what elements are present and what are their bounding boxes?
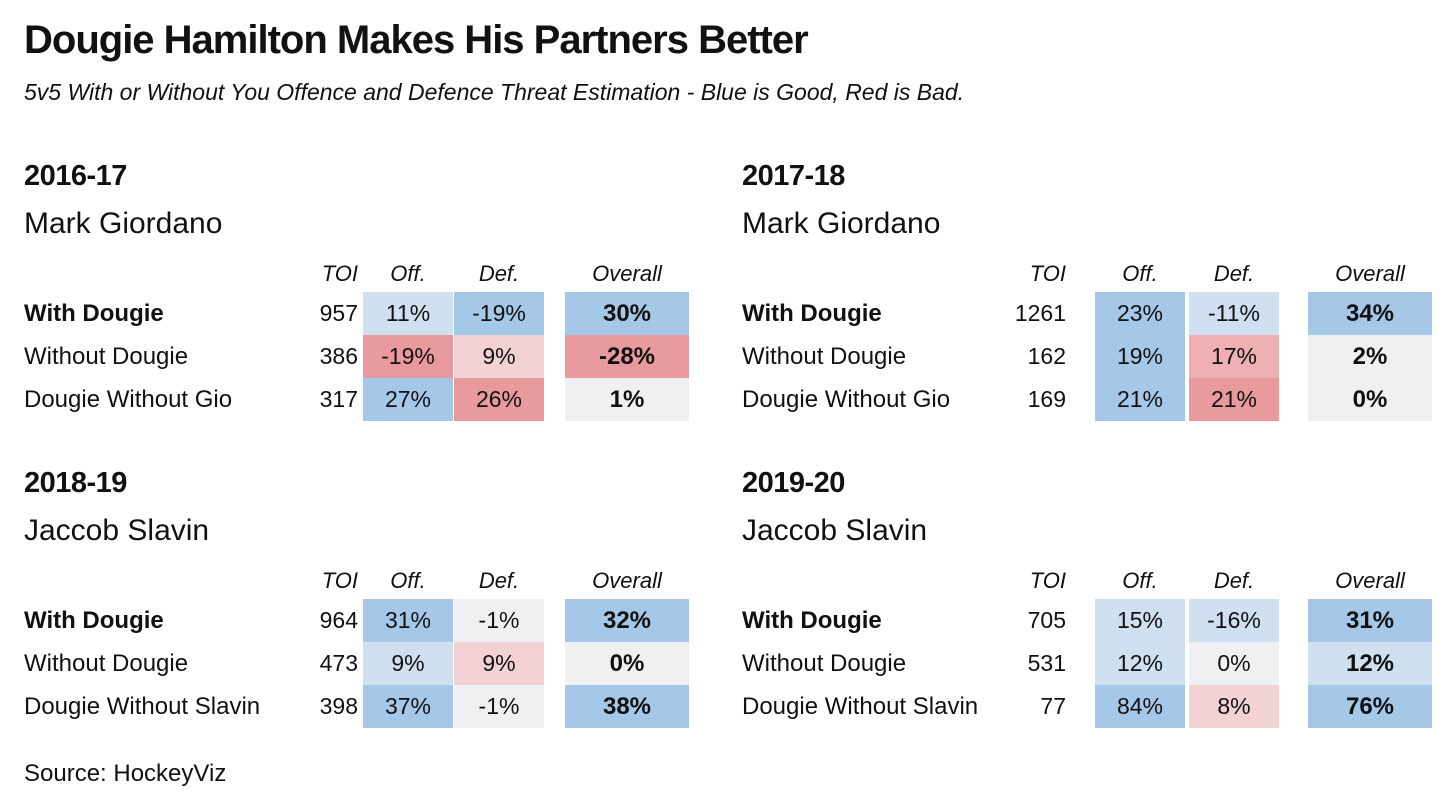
def-cell: -1% [454, 599, 544, 642]
overall-cell: 38% [565, 685, 689, 728]
def-cell: -1% [454, 685, 544, 728]
def-cell: 9% [454, 335, 544, 378]
def-cell: 0% [1189, 642, 1279, 685]
toi-value: 957 [319, 300, 358, 326]
def-cell: 21% [1189, 378, 1279, 421]
toi-value: 169 [1027, 386, 1066, 412]
season-table-2018-19: 2018-19 Jaccob Slavin TOI Off. Def. Overall Wi… [24, 465, 724, 745]
column-header-toi: TOI [1029, 568, 1066, 593]
off-cell: 84% [1095, 685, 1185, 728]
season-table-2017-18: 2017-18 Mark Giordano TOI Off. Def. Overall Wi… [742, 158, 1442, 438]
overall-cell: 32% [565, 599, 689, 642]
off-cell: 23% [1095, 292, 1185, 335]
row-label: With Dougie [742, 300, 882, 327]
partner-name: Jaccob Slavin [742, 514, 928, 547]
overall-cell: 34% [1308, 292, 1432, 335]
def-cell: 26% [454, 378, 544, 421]
off-cell: 21% [1095, 378, 1185, 421]
column-header-def: Def. [1213, 568, 1255, 593]
overall-cell: 1% [565, 378, 689, 421]
column-header-overall: Overall [1335, 568, 1405, 593]
column-header-off: Off. [1122, 261, 1158, 286]
season-label: 2016-17 [24, 160, 127, 192]
def-cell: -11% [1189, 292, 1279, 335]
overall-cell: 31% [1308, 599, 1432, 642]
row-label: Without Dougie [742, 343, 907, 370]
row-label: With Dougie [24, 607, 164, 634]
row-label: Without Dougie [742, 650, 907, 677]
source-note: Source: HockeyViz [24, 760, 227, 787]
overall-cell: 30% [565, 292, 689, 335]
toi-value: 77 [1040, 693, 1066, 719]
column-header-overall: Overall [592, 261, 662, 286]
row-label: Dougie Without Gio [742, 386, 951, 413]
def-cell: 17% [1189, 335, 1279, 378]
column-header-def: Def. [478, 568, 520, 593]
season-label: 2017-18 [742, 160, 845, 192]
off-cell: 12% [1095, 642, 1185, 685]
row-label: With Dougie [24, 300, 164, 327]
def-cell: 8% [1189, 685, 1279, 728]
off-cell: 11% [363, 292, 453, 335]
toi-value: 531 [1027, 650, 1066, 676]
row-label: Dougie Without Gio [24, 386, 233, 413]
off-cell: 27% [363, 378, 453, 421]
toi-value: 317 [319, 386, 358, 412]
column-header-def: Def. [478, 261, 520, 286]
off-cell: 9% [363, 642, 453, 685]
season-table-2016-17: 2016-17 Mark Giordano TOI Off. Def. Overall Wi… [24, 158, 724, 438]
column-header-toi: TOI [321, 568, 358, 593]
off-cell: 15% [1095, 599, 1185, 642]
def-cell: 9% [454, 642, 544, 685]
off-cell: 37% [363, 685, 453, 728]
def-cell: -19% [454, 292, 544, 335]
row-label: Dougie Without Slavin [24, 693, 261, 720]
season-table-2019-20: 2019-20 Jaccob Slavin TOI Off. Def. Overall Wi… [742, 465, 1442, 745]
toi-value: 705 [1027, 607, 1066, 633]
toi-value: 386 [319, 343, 358, 369]
toi-value: 398 [319, 693, 358, 719]
row-label: With Dougie [742, 607, 882, 634]
column-header-toi: TOI [321, 261, 358, 286]
column-header-off: Off. [390, 568, 426, 593]
season-label: 2019-20 [742, 467, 845, 499]
partner-name: Mark Giordano [24, 207, 223, 240]
overall-cell: 76% [1308, 685, 1432, 728]
overall-cell: 2% [1308, 335, 1432, 378]
row-label: Dougie Without Slavin [742, 693, 979, 720]
row-label: Without Dougie [24, 343, 189, 370]
row-label: Without Dougie [24, 650, 189, 677]
column-header-off: Off. [390, 261, 426, 286]
def-cell: -16% [1189, 599, 1279, 642]
off-cell: 19% [1095, 335, 1185, 378]
partner-name: Mark Giordano [742, 207, 941, 240]
toi-value: 964 [319, 607, 358, 633]
column-header-def: Def. [1213, 261, 1255, 286]
chart-subtitle: 5v5 With or Without You Offence and Defe… [24, 79, 965, 105]
off-cell: 31% [363, 599, 453, 642]
overall-cell: 12% [1308, 642, 1432, 685]
toi-value: 473 [319, 650, 358, 676]
off-cell: -19% [363, 335, 453, 378]
toi-value: 162 [1027, 343, 1066, 369]
column-header-off: Off. [1122, 568, 1158, 593]
column-header-toi: TOI [1029, 261, 1066, 286]
overall-cell: -28% [565, 335, 689, 378]
column-header-overall: Overall [592, 568, 662, 593]
column-header-overall: Overall [1335, 261, 1405, 286]
overall-cell: 0% [565, 642, 689, 685]
chart-title: Dougie Hamilton Makes His Partners Bette… [24, 18, 809, 62]
toi-value: 1261 [1014, 300, 1066, 326]
season-label: 2018-19 [24, 467, 127, 499]
partner-name: Jaccob Slavin [24, 514, 210, 547]
overall-cell: 0% [1308, 378, 1432, 421]
